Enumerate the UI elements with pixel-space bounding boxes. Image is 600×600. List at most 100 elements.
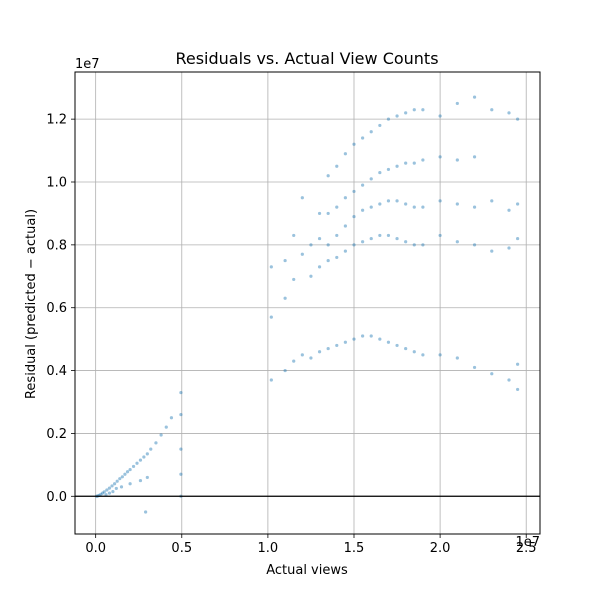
data-point [343, 340, 347, 344]
data-point [455, 158, 459, 162]
data-point [421, 243, 425, 247]
y-tick-label: 1.2 [46, 113, 67, 128]
data-point [102, 490, 106, 494]
data-point [179, 447, 183, 451]
data-point [335, 255, 339, 260]
data-point [352, 243, 356, 247]
data-point [386, 340, 391, 344]
data-point [125, 470, 130, 474]
data-point [326, 211, 330, 216]
data-point [472, 365, 477, 370]
data-point [386, 199, 391, 203]
x-tick-label: 0.5 [171, 541, 192, 556]
data-point [421, 158, 425, 162]
data-point [317, 236, 322, 241]
data-point [472, 95, 477, 99]
data-point [516, 202, 520, 206]
data-point [335, 233, 339, 238]
plot-frame [74, 71, 541, 535]
data-point [438, 353, 442, 357]
y-tick-label: 0.8 [46, 238, 67, 253]
data-point [105, 488, 109, 492]
data-point [317, 211, 322, 216]
data-point [361, 240, 365, 244]
data-point [292, 277, 296, 282]
data-point [421, 353, 425, 357]
y-tick-label: 0.0 [46, 490, 67, 505]
data-point [135, 461, 139, 465]
data-point [335, 164, 339, 168]
data-point [115, 479, 119, 483]
y-tick-label: 0.4 [46, 364, 67, 379]
y-tick-label: 1.0 [46, 176, 67, 191]
data-point [395, 236, 399, 241]
data-point [292, 359, 296, 363]
data-point [378, 123, 382, 128]
data-point [490, 372, 494, 376]
data-point [164, 425, 168, 429]
data-point [142, 455, 146, 459]
data-point [317, 350, 322, 354]
data-point [386, 233, 391, 238]
data-point [300, 353, 304, 357]
data-point [438, 199, 442, 203]
data-point [361, 334, 365, 338]
data-point [378, 337, 382, 341]
data-point [110, 484, 114, 488]
y-tick-label: 0.2 [46, 427, 67, 442]
data-point [395, 114, 399, 118]
data-point [111, 489, 115, 494]
data-point [107, 486, 112, 490]
data-point [326, 346, 330, 351]
data-point [438, 114, 442, 118]
data-point [412, 108, 416, 112]
data-point [104, 493, 108, 497]
data-point [100, 491, 105, 495]
data-point [144, 510, 148, 514]
data-point [516, 236, 520, 241]
data-point [317, 265, 322, 269]
data-point [507, 378, 511, 382]
data-point [118, 477, 122, 481]
data-point [386, 167, 391, 172]
data-point [421, 108, 425, 112]
data-point [283, 258, 287, 263]
data-point [128, 482, 132, 486]
data-point [169, 416, 174, 420]
data-point [343, 249, 347, 253]
data-point [113, 482, 117, 486]
data-point [131, 464, 136, 469]
data-point [412, 350, 416, 354]
data-point [472, 243, 477, 247]
data-point [300, 252, 304, 256]
data-point [159, 433, 163, 437]
data-point [309, 243, 313, 247]
data-point [352, 189, 356, 194]
data-point [138, 458, 143, 462]
data-point [404, 346, 408, 351]
data-point [283, 296, 287, 300]
data-point [490, 199, 494, 203]
data-point [516, 387, 520, 392]
data-points [94, 95, 520, 514]
data-point [99, 492, 103, 496]
data-point [438, 233, 442, 238]
x-tick-label: 1.0 [258, 541, 279, 556]
x-axis-multiplier: 1e7 [515, 535, 540, 550]
data-point [120, 475, 124, 479]
data-point [404, 111, 408, 115]
data-point [119, 485, 124, 489]
data-point [404, 202, 408, 206]
y-axis-multiplier: 1e7 [75, 57, 100, 72]
x-tick-label: 2.5 [516, 541, 537, 556]
data-point [378, 233, 382, 238]
data-point [369, 236, 373, 241]
data-point [369, 177, 373, 181]
data-point [361, 208, 365, 212]
data-point [421, 205, 425, 209]
data-point [335, 343, 339, 348]
data-point [395, 164, 399, 168]
data-point [154, 441, 158, 445]
data-point [395, 343, 399, 348]
x-tick-label: 0.0 [85, 541, 106, 556]
